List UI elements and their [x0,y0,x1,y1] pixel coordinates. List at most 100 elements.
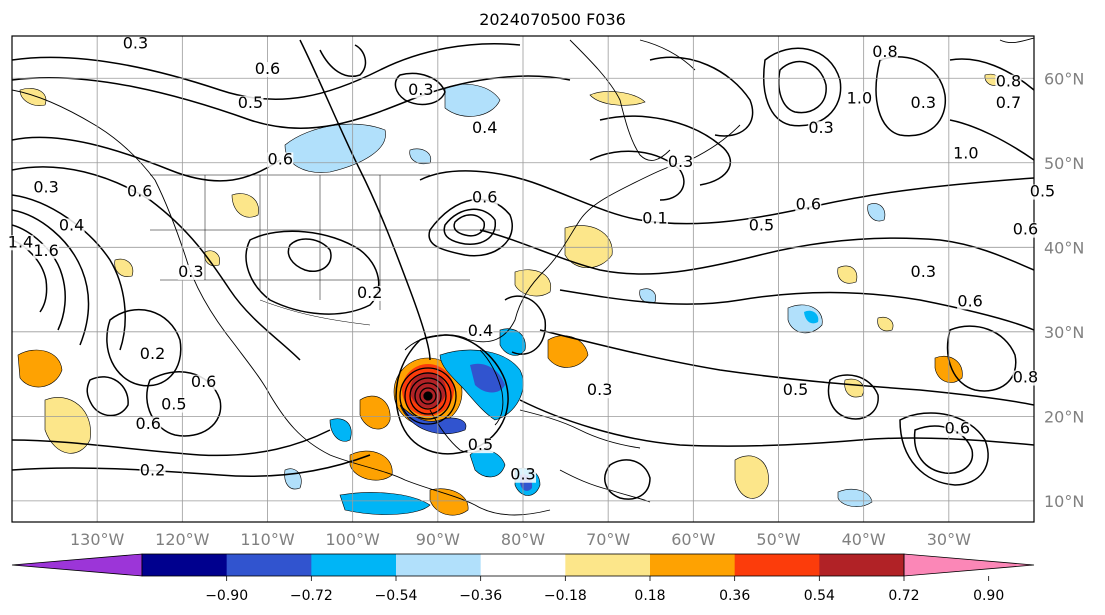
contour-line [428,198,513,257]
colorbar-tick-label: −0.72 [290,588,333,604]
shade-cell [231,193,259,218]
contour-label-bg [471,121,498,137]
contour-label-bg [957,294,984,310]
contour-label-bg [471,190,498,206]
contour-line [414,382,442,410]
contour-label-bg [748,218,775,234]
contour-label: 0.2 [140,461,165,480]
colorbar-tick-label: 0.54 [804,588,835,604]
colorbar-tick-labels: −0.90 −0.72 −0.54 −0.36 −0.18 0.18 0.36 0.54 0.7… [205,576,1004,604]
lon-tick-label: 110°W [240,530,295,549]
contour-line [899,412,989,486]
shade-cell [514,269,552,297]
contour-label-bg [190,374,217,390]
colorbar-tick-label: 0.18 [634,588,665,604]
contour-label-bg [237,95,264,111]
shade-cell [114,258,134,277]
contour-line [949,119,1034,161]
contour-label: 0.3 [408,80,433,99]
lon-tick-label: 100°W [325,530,380,549]
contour-label-bg [356,286,383,302]
contour-label-bg [952,146,979,162]
contour-label: 0.3 [911,262,936,281]
contour-label-bg [126,184,153,200]
map-title: 2024070500 F036 [479,10,626,29]
contour-label: 0.5 [783,380,808,399]
contour-line [12,454,371,478]
contour-label: 0.6 [191,372,216,391]
lon-tick-label: 50°W [756,530,800,549]
colorbar-tick-label: −0.36 [459,588,502,604]
contour-label-bg [122,36,149,52]
contour-label: 0.7 [996,93,1021,112]
contour-label-bg [1029,184,1056,200]
contour-label: 1.4 [8,232,33,251]
political-borders [150,174,500,326]
gridlines [12,36,1034,522]
hurricane-contours [399,367,457,425]
contour-label-bg [995,74,1022,90]
contour-label: 0.2 [140,344,165,363]
contour-line [519,399,1034,447]
shade-cell [470,363,505,393]
contour-line [453,214,485,237]
contour-label-bg [7,235,34,251]
contour-label: 0.3 [808,118,833,137]
contour-label-bg [910,95,937,111]
colorbar-tick-label: −0.18 [544,588,587,604]
contour-label: 0.6 [957,291,982,310]
colorbar-segment [734,554,820,576]
contour-label: 0.1 [642,209,667,228]
contour-line [604,459,651,500]
contour-label: 0.4 [59,215,84,234]
contour-label: 0.6 [136,414,161,433]
shade-cell [17,349,63,388]
contour-label-bg [642,211,669,227]
colorbar [11,553,1035,577]
contour-label-bg [177,264,204,280]
contour-label: 0.5 [1030,182,1055,201]
border-line [150,229,500,281]
colorbar-tick-label: 0.36 [719,588,750,604]
lon-tick-label: 70°W [586,530,630,549]
contour-line [12,136,281,182]
shade-cell [804,310,819,324]
coastline [479,349,504,426]
contour-label-bg [871,45,898,61]
shade-cell [844,378,865,398]
map-frame [11,35,1035,523]
longitude-tick-labels: 130°W 120°W 110°W 100°W 90°W 80°W 70°W 60°W 50°W… [70,530,971,549]
colorbar-segment [480,554,566,576]
contour-line [539,329,1034,406]
contour-label: 0.3 [123,34,148,53]
coastline [569,39,671,161]
shade-cell [564,225,613,268]
contour-label-layer: 0.30.60.50.30.60.40.30.31.00.80.70.80.31… [7,34,1056,484]
contour-label-bg [1012,370,1039,386]
contour-label: 0.8 [996,72,1021,91]
contour-label: 0.3 [510,465,535,484]
colorbar-tick-label: 0.72 [888,588,919,604]
lon-tick-label: 30°W [927,530,971,549]
contour-label-bg [33,180,60,196]
shaded-anomalies [17,73,1000,516]
lon-tick-label: 90°W [416,530,460,549]
shade-cell [359,395,391,430]
contour-line [12,209,90,346]
contour-label: 0.2 [357,283,382,302]
contour-line [827,374,879,420]
contour-label: 1.0 [847,89,872,108]
contour-label-bg [808,121,835,137]
colorbar-extend-min [11,553,143,577]
lon-tick-label: 130°W [70,530,125,549]
contour-line [423,391,433,401]
lon-tick-label: 60°W [671,530,715,549]
contour-label-bg [33,243,60,259]
shade-cell [639,288,656,304]
shade-cell [19,88,47,106]
contour-line [504,295,547,355]
coastline [999,37,1034,44]
contour-line [299,39,431,361]
contour-label-bg [135,417,162,433]
latitude-tick-labels: 10°N 20°N 30°N 40°N 50°N 60°N [1044,69,1084,511]
